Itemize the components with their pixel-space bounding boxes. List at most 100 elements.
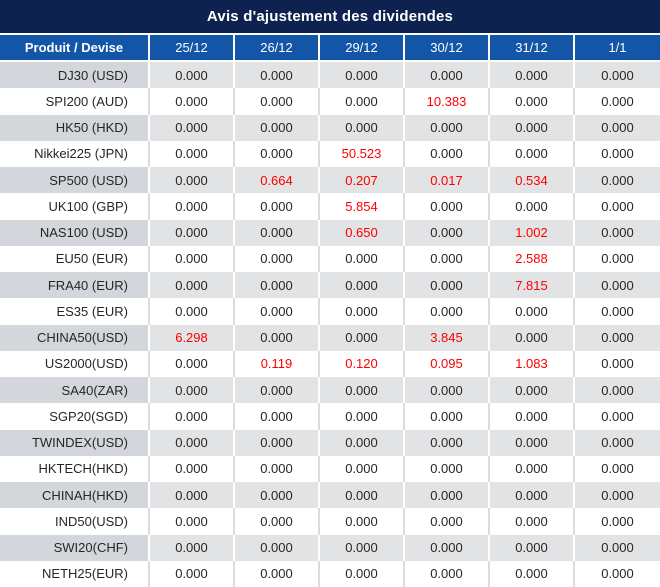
product-cell: CHINAH(HKD) — [0, 482, 150, 509]
value-cell: 0.000 — [235, 455, 320, 482]
value-cell: 0.000 — [405, 482, 490, 509]
value-cell: 0.000 — [575, 245, 660, 272]
value-cell: 2.588 — [490, 245, 575, 272]
value-cell: 0.000 — [150, 245, 235, 272]
value-cell: 0.000 — [320, 429, 405, 456]
product-cell: NETH25(EUR) — [0, 560, 150, 587]
table-row: SGP20(SGD) 0.000 0.000 0.000 0.000 0.000 0.000 — [0, 403, 660, 430]
value-cell: 0.000 — [490, 140, 575, 167]
value-cell: 0.000 — [235, 245, 320, 272]
value-cell: 0.000 — [575, 350, 660, 377]
table-row: NETH25(EUR) 0.000 0.000 0.000 0.000 0.000 0.00… — [0, 560, 660, 587]
value-cell: 0.000 — [575, 482, 660, 509]
value-cell: 0.000 — [150, 403, 235, 430]
value-cell: 0.000 — [490, 534, 575, 561]
product-cell: DJ30 (USD) — [0, 62, 150, 89]
value-cell: 1.083 — [490, 350, 575, 377]
value-cell: 0.664 — [235, 167, 320, 194]
product-cell: EU50 (EUR) — [0, 245, 150, 272]
value-cell: 0.000 — [405, 298, 490, 325]
value-cell: 0.000 — [490, 114, 575, 141]
value-cell: 0.000 — [320, 245, 405, 272]
value-cell: 0.000 — [575, 560, 660, 587]
value-cell: 0.000 — [575, 455, 660, 482]
table-row: UK100 (GBP) 0.000 0.000 5.854 0.000 0.000 0.00… — [0, 193, 660, 220]
table-row: Nikkei225 (JPN) 0.000 0.000 50.523 0.000 0.00… — [0, 140, 660, 167]
value-cell: 0.000 — [150, 140, 235, 167]
value-cell: 0.000 — [490, 377, 575, 404]
value-cell: 0.000 — [405, 219, 490, 246]
table-header-row: Produit / Devise 25/12 26/12 29/12 30/12 31/1… — [0, 35, 660, 62]
value-cell: 0.000 — [575, 534, 660, 561]
value-cell: 0.000 — [575, 114, 660, 141]
page-title: Avis d'ajustement des dividendes — [0, 0, 660, 35]
product-cell: TWINDEX(USD) — [0, 429, 150, 456]
table-row: EU50 (EUR) 0.000 0.000 0.000 0.000 2.588 0.000 — [0, 245, 660, 272]
value-cell: 0.095 — [405, 350, 490, 377]
value-cell: 0.000 — [150, 455, 235, 482]
value-cell: 7.815 — [490, 272, 575, 299]
value-cell: 0.000 — [150, 482, 235, 509]
value-cell: 0.000 — [320, 62, 405, 89]
value-cell: 3.845 — [405, 324, 490, 351]
value-cell: 0.000 — [405, 114, 490, 141]
value-cell: 1.002 — [490, 219, 575, 246]
product-cell: SA40(ZAR) — [0, 377, 150, 404]
product-cell: HK50 (HKD) — [0, 114, 150, 141]
value-cell: 0.000 — [575, 298, 660, 325]
value-cell: 0.000 — [150, 62, 235, 89]
value-cell: 0.000 — [150, 560, 235, 587]
value-cell: 0.000 — [490, 455, 575, 482]
product-cell: SP500 (USD) — [0, 167, 150, 194]
value-cell: 0.000 — [235, 508, 320, 535]
value-cell: 0.000 — [490, 403, 575, 430]
value-cell: 0.000 — [575, 324, 660, 351]
product-cell: SGP20(SGD) — [0, 403, 150, 430]
value-cell: 0.000 — [575, 62, 660, 89]
value-cell: 0.000 — [235, 324, 320, 351]
value-cell: 0.000 — [150, 88, 235, 115]
value-cell: 0.000 — [235, 534, 320, 561]
value-cell: 0.000 — [405, 377, 490, 404]
value-cell: 0.000 — [575, 193, 660, 220]
value-cell: 0.000 — [405, 560, 490, 587]
value-cell: 10.383 — [405, 88, 490, 115]
value-cell: 0.000 — [150, 167, 235, 194]
value-cell: 0.000 — [150, 350, 235, 377]
header-cell-date: 29/12 — [320, 35, 405, 60]
value-cell: 0.000 — [575, 403, 660, 430]
value-cell: 0.000 — [150, 534, 235, 561]
value-cell: 0.000 — [575, 140, 660, 167]
table-row: CHINA50(USD) 6.298 0.000 0.000 3.845 0.000 0.0… — [0, 324, 660, 351]
value-cell: 0.000 — [490, 88, 575, 115]
value-cell: 0.000 — [490, 429, 575, 456]
value-cell: 0.000 — [150, 429, 235, 456]
table-row: SPI200 (AUD) 0.000 0.000 0.000 10.383 0.000 0.… — [0, 88, 660, 115]
value-cell: 6.298 — [150, 324, 235, 351]
value-cell: 0.000 — [150, 272, 235, 299]
value-cell: 0.000 — [320, 534, 405, 561]
value-cell: 0.000 — [235, 377, 320, 404]
value-cell: 0.000 — [320, 272, 405, 299]
product-cell: FRA40 (EUR) — [0, 272, 150, 299]
value-cell: 0.000 — [575, 88, 660, 115]
value-cell: 0.000 — [405, 272, 490, 299]
value-cell: 0.000 — [320, 560, 405, 587]
product-cell: NAS100 (USD) — [0, 219, 150, 246]
value-cell: 0.000 — [235, 114, 320, 141]
product-cell: SPI200 (AUD) — [0, 88, 150, 115]
header-cell-date: 25/12 — [150, 35, 235, 60]
value-cell: 0.000 — [150, 508, 235, 535]
header-cell-date: 30/12 — [405, 35, 490, 60]
value-cell: 0.000 — [320, 482, 405, 509]
value-cell: 0.000 — [490, 62, 575, 89]
value-cell: 0.000 — [235, 219, 320, 246]
table-row: NAS100 (USD) 0.000 0.000 0.650 0.000 1.002 0.0… — [0, 219, 660, 246]
table-row: DJ30 (USD) 0.000 0.000 0.000 0.000 0.000 0.000 — [0, 62, 660, 89]
header-cell-product: Produit / Devise — [0, 35, 150, 60]
value-cell: 0.000 — [405, 193, 490, 220]
value-cell: 0.000 — [235, 560, 320, 587]
value-cell: 0.000 — [320, 403, 405, 430]
value-cell: 0.000 — [320, 455, 405, 482]
